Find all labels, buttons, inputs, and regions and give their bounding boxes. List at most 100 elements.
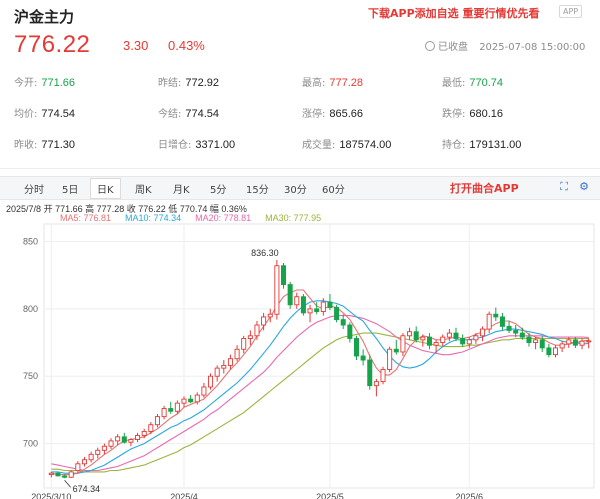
- low-value: 770.74: [179, 204, 208, 214]
- stat-value: 777.28: [329, 77, 364, 89]
- ohlc-date: 2025/7/8: [6, 204, 42, 214]
- candle-body: [334, 307, 340, 321]
- app-badge: APP: [559, 5, 583, 18]
- tab-4[interactable]: 月K: [173, 185, 190, 196]
- plot-frame: [43, 223, 595, 489]
- candle-body: [247, 335, 253, 339]
- candle-body: [572, 339, 578, 346]
- candle-body: [121, 436, 127, 443]
- candle-body: [533, 339, 539, 343]
- candle-body: [314, 308, 320, 312]
- candle-body: [68, 471, 74, 478]
- x-tick-label: 2025/6: [456, 492, 484, 499]
- candle-body: [75, 463, 81, 471]
- candle-body: [440, 336, 446, 343]
- candle-body: [174, 402, 180, 412]
- candle-body: [307, 308, 313, 314]
- candle-body: [62, 475, 68, 478]
- stat-value: 772.92: [185, 77, 220, 89]
- candle-body: [486, 313, 492, 330]
- tab-8[interactable]: 60分: [322, 185, 345, 196]
- candle-body: [254, 324, 260, 337]
- candle-body: [294, 296, 300, 306]
- candle-body: [320, 301, 326, 312]
- candle-body: [387, 348, 393, 370]
- candle-body: [453, 332, 459, 339]
- candle-body: [241, 338, 247, 350]
- tab-6[interactable]: 15分: [246, 185, 269, 196]
- ohlc-readout: 2025/7/8 开 771.66 高 777.28 收 776.22 低 77…: [6, 202, 247, 215]
- candle-body: [353, 338, 359, 357]
- tab-1[interactable]: 5日: [62, 185, 79, 196]
- candle-body: [154, 416, 160, 426]
- quote-timestamp: 2025-07-08 15:00:00: [479, 42, 586, 53]
- candle-body: [586, 340, 592, 343]
- indicator-settings-icon[interactable]: ⚙: [579, 180, 589, 193]
- candle-body: [188, 398, 194, 403]
- candle-body: [281, 265, 287, 286]
- candle-body: [327, 301, 333, 308]
- stat-label: 均价:: [14, 109, 38, 120]
- stats-row: 昨收: 771.30 日增仓: 3371.00 成交量: 187574.00 持仓: 1791…: [0, 136, 600, 158]
- tab-5[interactable]: 5分: [210, 185, 227, 196]
- candle-body: [493, 313, 499, 318]
- candle-body: [420, 336, 426, 341]
- stat-label: 今结:: [158, 109, 182, 120]
- kline-chart[interactable]: 850 800 750 700 2025/3/10 2025/4 2025/5 2025/6 8…: [0, 222, 600, 499]
- market-status-label: 已收盘: [438, 42, 468, 53]
- tab-0[interactable]: 分时: [24, 185, 44, 196]
- stats-row: 均价: 774.54 今结: 774.54 涨停: 865.66 跌停: 680.16: [0, 105, 600, 127]
- candle-body: [261, 316, 267, 326]
- candle-body: [81, 459, 87, 465]
- ma5-line: [51, 289, 589, 476]
- candle-body: [48, 472, 54, 476]
- amplitude-value: 0.36%: [221, 204, 247, 214]
- tab-3[interactable]: 周K: [135, 185, 152, 196]
- candle-body: [499, 316, 505, 327]
- stat-item: 涨停: 865.66: [302, 105, 363, 120]
- high-value: 777.28: [96, 204, 125, 214]
- stat-item: 昨收: 771.30: [14, 136, 75, 151]
- candle-body: [433, 342, 439, 346]
- stat-item: 最高: 777.28: [302, 74, 363, 89]
- min-price-pointer: [64, 479, 71, 488]
- y-tick-label: 850: [23, 236, 38, 246]
- page-title: 沪金主力: [14, 8, 75, 26]
- y-tick-label: 800: [23, 304, 38, 314]
- candle-body: [546, 347, 552, 356]
- stat-item: 均价: 774.54: [14, 105, 75, 120]
- ma-legend-item: MA20: 778.81: [195, 213, 252, 223]
- market-status: 已收盘 2025-07-08 15:00:00: [425, 38, 585, 53]
- candle-body: [407, 331, 413, 337]
- candle-body: [446, 332, 452, 338]
- candle-body: [506, 325, 512, 331]
- tab-2[interactable]: 日K: [90, 178, 121, 199]
- open-app-button[interactable]: 打开曲合APP: [450, 182, 519, 195]
- candle-body: [214, 367, 220, 377]
- candle-body: [55, 472, 61, 477]
- ma20-line: [51, 315, 589, 472]
- close-label: 收: [126, 204, 136, 214]
- stat-label: 昨结:: [158, 78, 182, 89]
- clock-icon: [425, 41, 435, 51]
- stat-label: 日增仓:: [158, 140, 192, 151]
- tab-7[interactable]: 30分: [284, 185, 307, 196]
- x-tick-label: 2025/3/10: [31, 492, 71, 499]
- fullscreen-icon[interactable]: ⛶: [560, 180, 568, 193]
- x-tick-label: 2025/5: [316, 492, 344, 499]
- candle-body: [201, 386, 207, 396]
- candle-body: [513, 329, 519, 334]
- stat-value: 771.66: [41, 77, 76, 89]
- candle-body: [367, 359, 373, 387]
- max-price-label: 836.30: [251, 248, 279, 258]
- candle-body: [101, 445, 107, 451]
- candle-body: [135, 435, 141, 440]
- candle-body: [141, 431, 147, 436]
- ma-legend-item: MA30: 777.95: [265, 213, 322, 223]
- candle-body: [539, 339, 545, 349]
- stat-value: 771.30: [41, 139, 76, 151]
- candle-body: [413, 331, 419, 341]
- divider: [0, 168, 600, 169]
- download-app-promo-link[interactable]: 下载APP添加自选 重要行情优先看: [368, 7, 540, 20]
- candle-body: [519, 332, 525, 338]
